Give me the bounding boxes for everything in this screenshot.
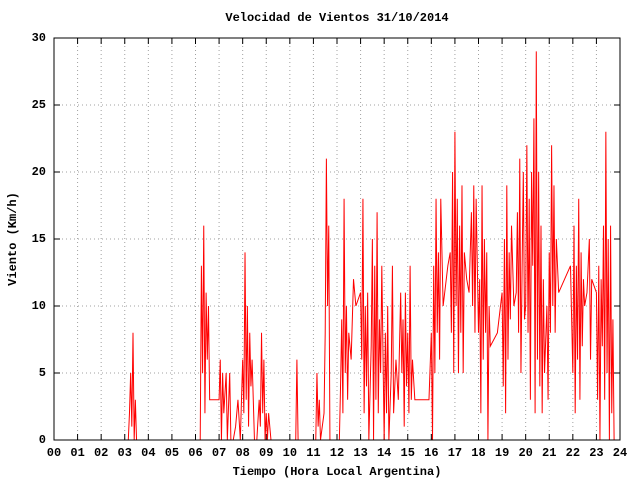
x-tick-label: 20 — [518, 446, 532, 460]
x-tick-label: 00 — [47, 446, 61, 460]
x-tick-label: 07 — [212, 446, 226, 460]
x-tick-label: 14 — [377, 446, 391, 460]
x-tick-label: 01 — [70, 446, 84, 460]
x-tick-label: 10 — [283, 446, 297, 460]
x-axis-label: Tiempo (Hora Local Argentina) — [233, 465, 442, 479]
x-tick-label: 21 — [542, 446, 556, 460]
y-axis-label: Viento (Km/h) — [6, 192, 20, 286]
x-tick-label: 11 — [306, 446, 320, 460]
x-tick-label: 09 — [259, 446, 273, 460]
y-tick-label: 25 — [32, 98, 46, 112]
x-tick-label: 13 — [353, 446, 367, 460]
x-tick-label: 06 — [188, 446, 202, 460]
y-tick-label: 5 — [39, 366, 46, 380]
x-tick-label: 17 — [448, 446, 462, 460]
y-tick-label: 30 — [32, 31, 46, 45]
plot-border — [53, 37, 621, 441]
x-tick-label: 18 — [471, 446, 485, 460]
y-tick-label: 20 — [32, 165, 46, 179]
x-tick-label: 16 — [424, 446, 438, 460]
x-tick-label: 15 — [401, 446, 415, 460]
chart-title: Velocidad de Vientos 31/10/2014 — [225, 11, 448, 25]
y-tick-label: 10 — [32, 299, 46, 313]
x-tick-label: 24 — [613, 446, 627, 460]
x-tick-label: 12 — [330, 446, 344, 460]
y-tick-label: 0 — [39, 433, 46, 447]
x-tick-label: 03 — [118, 446, 132, 460]
x-tick-label: 08 — [235, 446, 249, 460]
x-tick-label: 04 — [141, 446, 155, 460]
x-tick-label: 05 — [165, 446, 179, 460]
x-tick-label: 02 — [94, 446, 108, 460]
data-line — [54, 51, 615, 441]
x-tick-label: 22 — [566, 446, 580, 460]
y-tick-label: 15 — [32, 232, 46, 246]
x-tick-label: 19 — [495, 446, 509, 460]
x-tick-label: 23 — [589, 446, 603, 460]
